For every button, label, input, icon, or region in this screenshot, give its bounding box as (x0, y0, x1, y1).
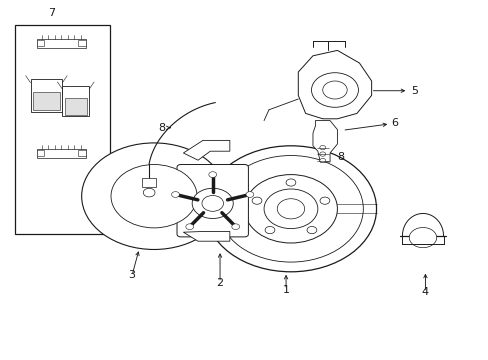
Circle shape (306, 226, 316, 234)
Circle shape (171, 192, 179, 197)
Circle shape (245, 192, 253, 197)
Circle shape (264, 189, 317, 229)
Text: 7: 7 (48, 8, 55, 18)
Circle shape (408, 228, 436, 248)
Circle shape (252, 197, 262, 204)
Text: 5: 5 (410, 86, 417, 96)
Polygon shape (30, 79, 62, 112)
Polygon shape (183, 140, 229, 160)
Circle shape (319, 152, 325, 156)
Circle shape (205, 146, 376, 272)
Polygon shape (142, 178, 156, 187)
Circle shape (81, 143, 226, 249)
Text: 4: 4 (421, 287, 428, 297)
Polygon shape (402, 213, 443, 236)
Polygon shape (78, 40, 85, 46)
Polygon shape (78, 150, 85, 156)
Polygon shape (62, 86, 89, 116)
Text: 6: 6 (390, 118, 397, 128)
Circle shape (208, 172, 216, 177)
Polygon shape (37, 150, 44, 156)
Circle shape (231, 224, 239, 230)
Circle shape (277, 199, 304, 219)
Circle shape (192, 188, 233, 219)
Circle shape (322, 81, 346, 99)
Text: 1: 1 (282, 285, 289, 295)
Polygon shape (64, 98, 87, 115)
Polygon shape (298, 50, 371, 119)
Circle shape (319, 145, 325, 150)
Circle shape (264, 226, 274, 234)
Circle shape (111, 165, 197, 228)
Polygon shape (37, 39, 85, 48)
Circle shape (319, 197, 329, 204)
Text: 2: 2 (216, 278, 223, 288)
Circle shape (185, 224, 193, 230)
Circle shape (218, 156, 363, 262)
Polygon shape (37, 40, 44, 46)
Text: 3: 3 (128, 270, 135, 280)
Text: 8: 8 (337, 152, 344, 162)
Circle shape (311, 73, 358, 107)
Polygon shape (37, 149, 85, 158)
Circle shape (202, 195, 223, 211)
Circle shape (143, 188, 155, 197)
Polygon shape (33, 93, 60, 110)
Text: 8: 8 (158, 123, 165, 133)
FancyBboxPatch shape (177, 165, 248, 237)
Polygon shape (312, 121, 337, 162)
Circle shape (244, 175, 337, 243)
Polygon shape (183, 231, 229, 241)
Bar (15, 25, 110, 234)
Circle shape (319, 158, 325, 163)
Circle shape (285, 179, 295, 186)
